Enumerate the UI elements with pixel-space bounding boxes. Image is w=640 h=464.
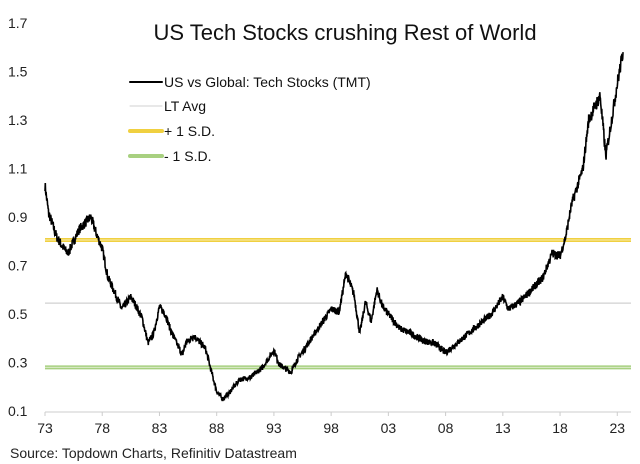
x-tick-label: 88 [209,420,225,436]
x-tick-label: 93 [266,420,282,436]
chart-title: US Tech Stocks crushing Rest of World [153,20,536,45]
x-tick-label: 18 [552,420,568,436]
x-tick-label: 03 [381,420,397,436]
y-tick-label: 0.3 [8,355,28,371]
y-tick-label: 1.5 [8,64,28,80]
x-tick-label: 08 [438,420,454,436]
source-note: Source: Topdown Charts, Refinitiv Datast… [10,445,297,461]
x-tick-label: 83 [152,420,168,436]
y-tick-label: 1.1 [8,161,28,177]
y-tick-label: 1.3 [8,112,28,128]
y-tick-label: 0.1 [8,403,28,419]
y-tick-label: 0.5 [8,306,28,322]
x-tick-label: 13 [495,420,511,436]
legend-label: - 1 S.D. [164,148,211,164]
x-tick-label: 98 [323,420,339,436]
y-tick-label: 1.7 [8,15,28,31]
x-tick-label: 78 [94,420,110,436]
legend-label: LT Avg [164,98,206,114]
legend-label: + 1 S.D. [164,123,215,139]
x-tick-label: 73 [37,420,53,436]
y-tick-label: 0.7 [8,258,28,274]
x-tick-label: 23 [609,420,625,436]
legend-label: US vs Global: Tech Stocks (TMT) [164,74,371,90]
y-tick-label: 0.9 [8,209,28,225]
legend: US vs Global: Tech Stocks (TMT) LT Avg + 1… [128,74,371,164]
series-line-us-vs-global [44,52,624,402]
